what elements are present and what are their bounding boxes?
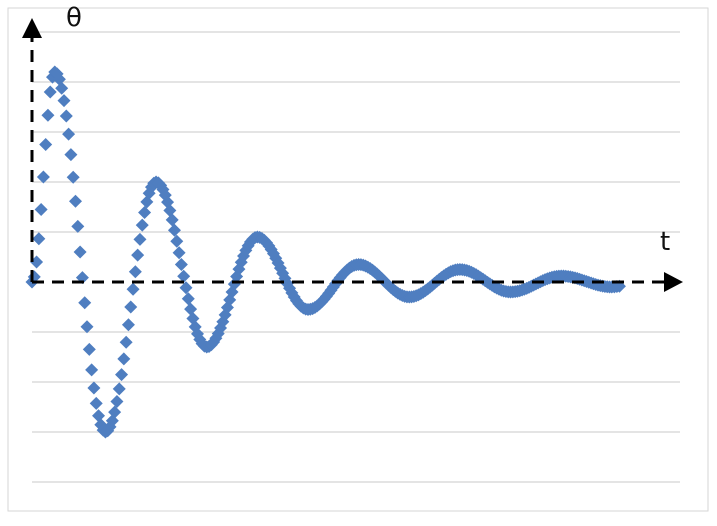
data-point: [64, 148, 78, 162]
data-point: [41, 108, 55, 122]
x-axis-arrow: [664, 272, 683, 292]
data-point: [59, 109, 73, 123]
data-point: [71, 219, 85, 233]
data-point: [73, 245, 87, 259]
y-axis-label: θ: [66, 3, 82, 33]
data-point: [165, 213, 179, 227]
data-point: [179, 281, 193, 295]
data-point: [36, 170, 50, 184]
data-point: [43, 85, 57, 99]
data-point: [131, 248, 145, 262]
data-point: [39, 138, 53, 152]
data-point: [126, 282, 140, 296]
x-axis-label: t: [660, 227, 670, 257]
data-point: [181, 292, 195, 306]
data-point: [170, 234, 184, 248]
data-point: [57, 94, 71, 108]
data-point: [110, 394, 124, 408]
data-point: [92, 409, 106, 423]
data-point: [87, 381, 101, 395]
data-point: [108, 405, 122, 419]
data-point: [82, 342, 96, 356]
data-point: [112, 382, 126, 396]
data-point: [32, 232, 46, 246]
data-point: [167, 223, 181, 237]
data-point: [124, 300, 138, 314]
data-point: [30, 255, 44, 269]
data-point: [117, 352, 131, 366]
data-point: [80, 320, 94, 334]
data-point: [184, 302, 198, 316]
data-point: [121, 318, 135, 332]
y-axis-arrow: [22, 18, 42, 38]
data-points: [25, 65, 626, 439]
data-point: [66, 170, 80, 184]
data-point: [174, 258, 188, 271]
data-point: [172, 246, 186, 260]
horizontal-gridlines: [32, 31, 680, 483]
data-point: [234, 255, 248, 269]
data-point: [177, 269, 191, 283]
data-point: [128, 265, 142, 279]
data-point: [163, 203, 177, 217]
axes: [22, 18, 683, 292]
data-point: [62, 127, 76, 141]
data-point: [55, 81, 69, 95]
data-point: [78, 296, 92, 310]
data-point: [34, 202, 48, 216]
chart-frame: [7, 7, 709, 512]
data-point: [89, 396, 103, 410]
data-point: [133, 232, 147, 246]
data-point: [135, 218, 149, 232]
data-point: [119, 335, 133, 349]
data-point: [85, 363, 99, 377]
data-point: [69, 194, 83, 208]
data-point: [138, 206, 152, 220]
data-point: [115, 368, 129, 382]
data-point: [52, 72, 66, 86]
